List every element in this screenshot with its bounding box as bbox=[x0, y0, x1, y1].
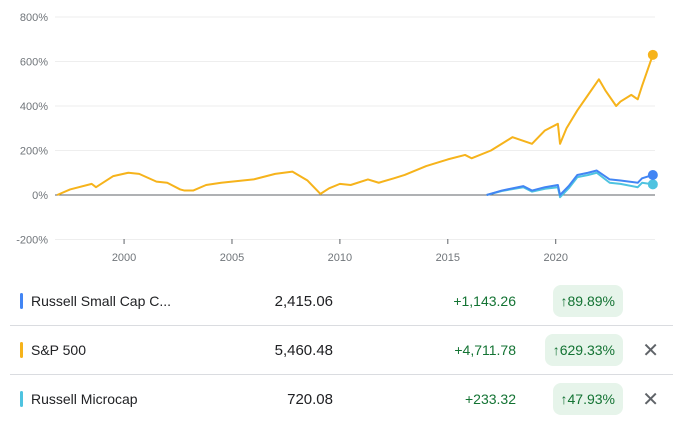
index-change: +1,143.26 bbox=[453, 293, 516, 309]
series-color-bar bbox=[20, 293, 23, 309]
table-row[interactable]: Russell Microcap 720.08 +233.32 ↑47.93% … bbox=[10, 375, 673, 423]
x-tick-label: 2020 bbox=[543, 252, 567, 264]
arrow-up-icon: ↑ bbox=[560, 293, 568, 309]
table-row[interactable]: Russell Small Cap C... 2,415.06 +1,143.2… bbox=[10, 277, 673, 326]
index-price: 5,460.48 bbox=[274, 341, 333, 359]
percent-badge: ↑629.33% bbox=[544, 334, 623, 366]
arrow-up-icon: ↑ bbox=[552, 342, 560, 358]
percent-badge: ↑89.89% bbox=[552, 285, 623, 317]
percent-value: 89.89% bbox=[567, 293, 615, 309]
series-color-bar bbox=[20, 391, 23, 407]
index-name: S&P 500 bbox=[31, 342, 87, 358]
y-tick-label: 800% bbox=[20, 12, 48, 24]
close-icon[interactable]: ✕ bbox=[642, 339, 659, 362]
series-color-bar bbox=[20, 342, 23, 358]
y-tick-label: 0% bbox=[32, 190, 48, 202]
comparison-chart[interactable]: 800% 600% 400% 200% 0% -200% 2000 2005 2010 2015 2… bbox=[0, 0, 684, 270]
series-endpoint-0 bbox=[647, 49, 658, 60]
percent-value: 629.33% bbox=[559, 342, 615, 358]
x-tick-label: 2010 bbox=[328, 252, 352, 264]
x-tick-label: 2005 bbox=[220, 252, 244, 264]
index-price: 720.08 bbox=[287, 390, 333, 408]
y-tick-label: -200% bbox=[16, 235, 48, 247]
y-tick-label: 600% bbox=[20, 57, 48, 69]
x-tick-label: 2000 bbox=[112, 252, 136, 264]
x-tick-label: 2015 bbox=[436, 252, 460, 264]
percent-value: 47.93% bbox=[567, 391, 615, 407]
index-change: +233.32 bbox=[465, 391, 516, 407]
index-name: Russell Small Cap C... bbox=[31, 293, 172, 309]
index-price: 2,415.06 bbox=[274, 292, 333, 310]
arrow-up-icon: ↑ bbox=[560, 391, 568, 407]
series-endpoint-1 bbox=[647, 169, 658, 180]
index-name: Russell Microcap bbox=[31, 391, 138, 407]
percent-badge: ↑47.93% bbox=[552, 383, 623, 415]
index-change: +4,711.78 bbox=[454, 342, 516, 358]
y-tick-label: 400% bbox=[20, 101, 48, 113]
y-tick-label: 200% bbox=[20, 146, 48, 158]
table-row[interactable]: S&P 500 5,460.48 +4,711.78 ↑629.33% ✕ bbox=[10, 326, 673, 375]
close-icon[interactable]: ✕ bbox=[642, 388, 659, 411]
series-line-0 bbox=[56, 54, 654, 196]
series-endpoint-2 bbox=[647, 179, 658, 190]
series-line-1 bbox=[486, 169, 654, 196]
